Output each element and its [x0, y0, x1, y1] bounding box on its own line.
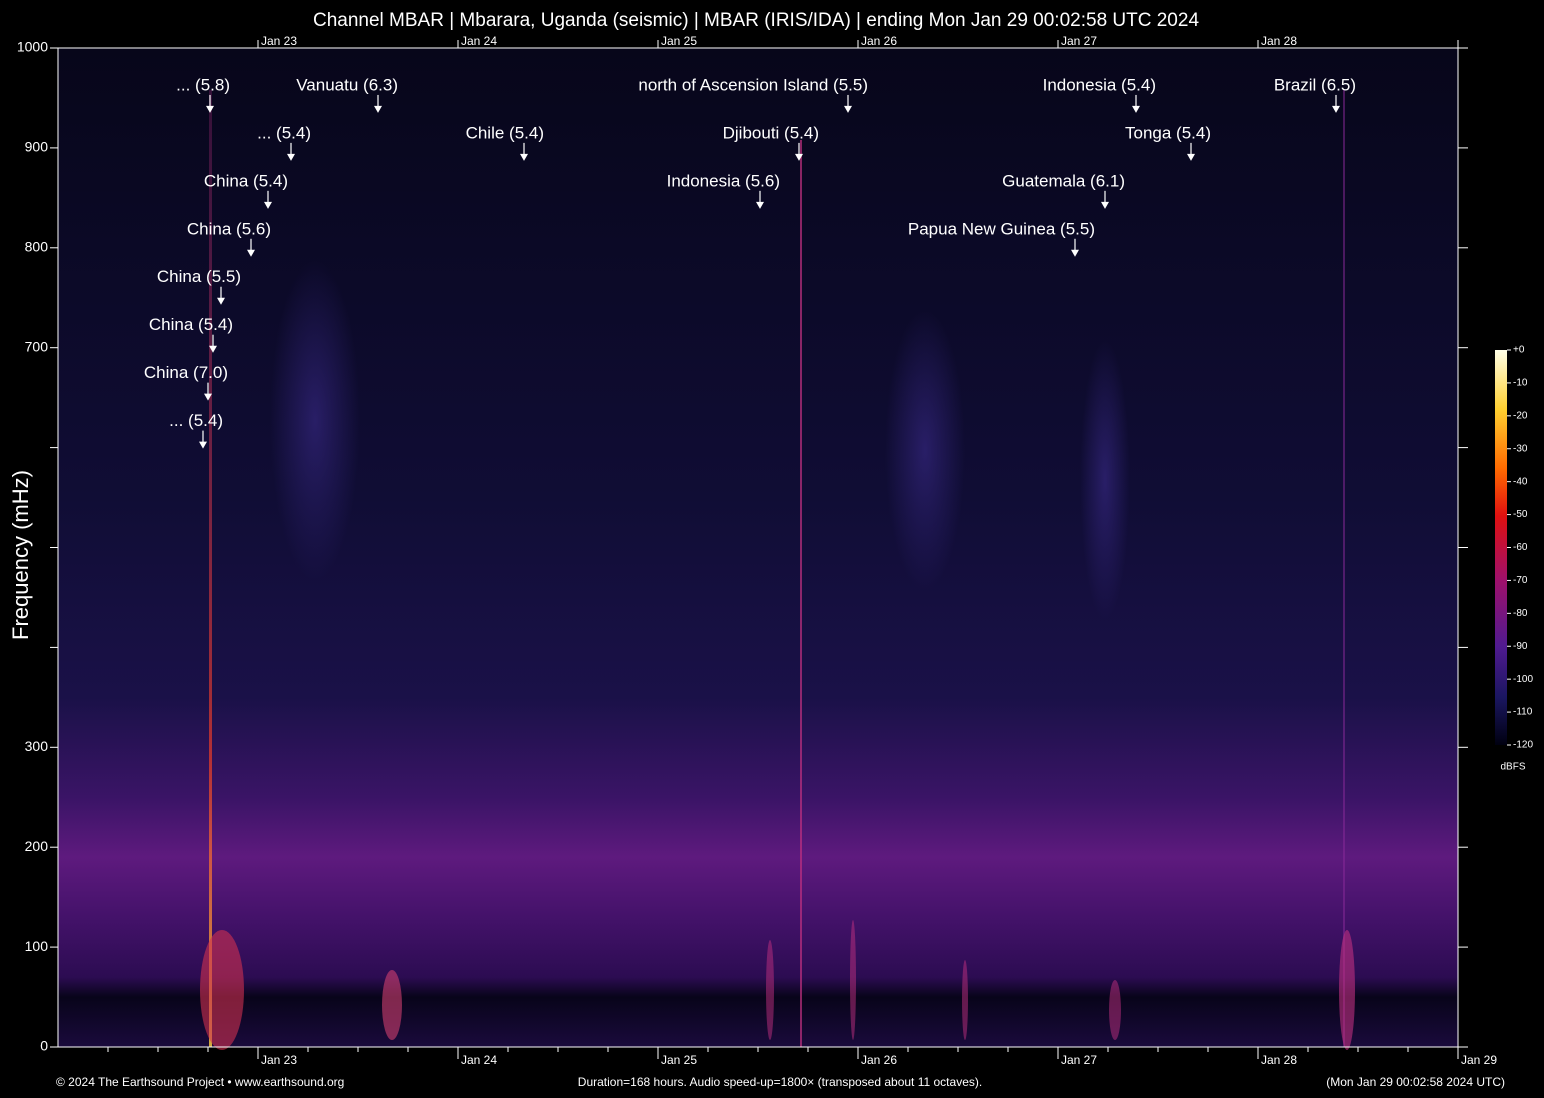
y-tick-label: 1000 — [17, 39, 48, 55]
colorbar-tick-label: -90 — [1513, 641, 1528, 652]
colorbar-tick-label: -40 — [1513, 476, 1528, 487]
colorbar-tick-label: -10 — [1513, 378, 1528, 389]
annotation-label: ... (5.4) — [257, 123, 311, 142]
footer-right: (Mon Jan 29 00:02:58 2024 UTC) — [1326, 1075, 1505, 1089]
annotation-arrowhead — [199, 441, 207, 449]
y-tick-label: 900 — [25, 139, 49, 155]
colorbar-tick-label: -100 — [1513, 674, 1533, 685]
x-tick-label: Jan 23 — [261, 34, 297, 48]
annotation-label: Papua New Guinea (5.5) — [908, 219, 1095, 238]
y-tick-label: 300 — [25, 738, 49, 754]
y-tick-label: 800 — [25, 239, 49, 255]
annotation-arrowhead — [1101, 201, 1109, 209]
annotation-arrowhead — [374, 105, 382, 113]
annotation-label: Guatemala (6.1) — [1002, 171, 1125, 190]
annotation-label: Djibouti (5.4) — [723, 123, 819, 142]
x-tick-label: Jan 28 — [1261, 34, 1297, 48]
annotation-arrowhead — [756, 201, 764, 209]
annotation-label: north of Ascension Island (5.5) — [638, 75, 868, 94]
annotation-label: Indonesia (5.6) — [667, 171, 780, 190]
annotation-label: China (5.4) — [204, 171, 288, 190]
y-tick-label: 200 — [25, 838, 49, 854]
annotation-label: ... (5.8) — [176, 75, 230, 94]
annotation-label: Indonesia (5.4) — [1043, 75, 1156, 94]
x-tick-label: Jan 29 — [1461, 1053, 1497, 1067]
annotation-arrowhead — [217, 297, 225, 305]
colorbar-label: dBFS — [1500, 762, 1525, 773]
annotation-arrowhead — [206, 105, 214, 113]
annotation-label: China (5.6) — [187, 219, 271, 238]
y-tick-label: 100 — [25, 938, 49, 954]
annotation-arrowhead — [795, 153, 803, 161]
colorbar-tick-label: -20 — [1513, 410, 1528, 421]
footer-center: Duration=168 hours. Audio speed-up=1800×… — [578, 1075, 982, 1089]
annotation-label: Tonga (5.4) — [1125, 123, 1211, 142]
x-tick-label: Jan 24 — [461, 34, 497, 48]
chart-title: Channel MBAR | Mbarara, Uganda (seismic)… — [313, 10, 1199, 31]
y-tick-label: 0 — [40, 1038, 48, 1054]
x-tick-label: Jan 27 — [1061, 34, 1097, 48]
colorbar-tick-label: -50 — [1513, 509, 1528, 520]
annotation-label: Vanuatu (6.3) — [296, 75, 398, 94]
colorbar-tick-label: +0 — [1513, 345, 1525, 356]
x-tick-label: Jan 25 — [661, 1053, 697, 1067]
annotation-label: China (5.4) — [149, 315, 233, 334]
annotation-arrowhead — [1332, 105, 1340, 113]
colorbar-tick-label: -120 — [1513, 740, 1533, 751]
colorbar-tick-label: -70 — [1513, 575, 1528, 586]
y-axis-label: Frequency (mHz) — [8, 470, 33, 640]
x-tick-label: Jan 24 — [461, 1053, 497, 1067]
annotation-arrowhead — [247, 249, 255, 257]
x-tick-label: Jan 23 — [261, 1053, 297, 1067]
annotation-label: ... (5.4) — [169, 411, 223, 430]
annotation-arrowhead — [204, 393, 212, 401]
annotation-arrowhead — [1187, 153, 1195, 161]
colorbar-tick-label: -30 — [1513, 443, 1528, 454]
annotation-arrowhead — [520, 153, 528, 161]
x-tick-label: Jan 27 — [1061, 1053, 1097, 1067]
colorbar-tick-label: -60 — [1513, 542, 1528, 553]
annotation-arrowhead — [1071, 249, 1079, 257]
annotation-arrowhead — [1132, 105, 1140, 113]
annotation-arrowhead — [209, 345, 217, 353]
footer-left: © 2024 The Earthsound Project • www.eart… — [56, 1075, 344, 1089]
y-tick-label: 700 — [25, 338, 49, 354]
x-tick-label: Jan 28 — [1261, 1053, 1297, 1067]
x-tick-label: Jan 25 — [661, 34, 697, 48]
annotation-label: Brazil (6.5) — [1274, 75, 1356, 94]
annotation-label: Chile (5.4) — [466, 123, 544, 142]
annotation-arrowhead — [287, 153, 295, 161]
x-tick-label: Jan 26 — [861, 1053, 897, 1067]
x-tick-label: Jan 26 — [861, 34, 897, 48]
colorbar-tick-label: -110 — [1513, 707, 1533, 718]
colorbar — [1495, 350, 1507, 745]
colorbar-tick-label: -80 — [1513, 608, 1528, 619]
annotation-arrowhead — [264, 201, 272, 209]
annotation-label: China (5.5) — [157, 267, 241, 286]
spectrogram-image — [58, 48, 1458, 1050]
annotation-label: China (7.0) — [144, 363, 228, 382]
annotation-arrowhead — [844, 105, 852, 113]
